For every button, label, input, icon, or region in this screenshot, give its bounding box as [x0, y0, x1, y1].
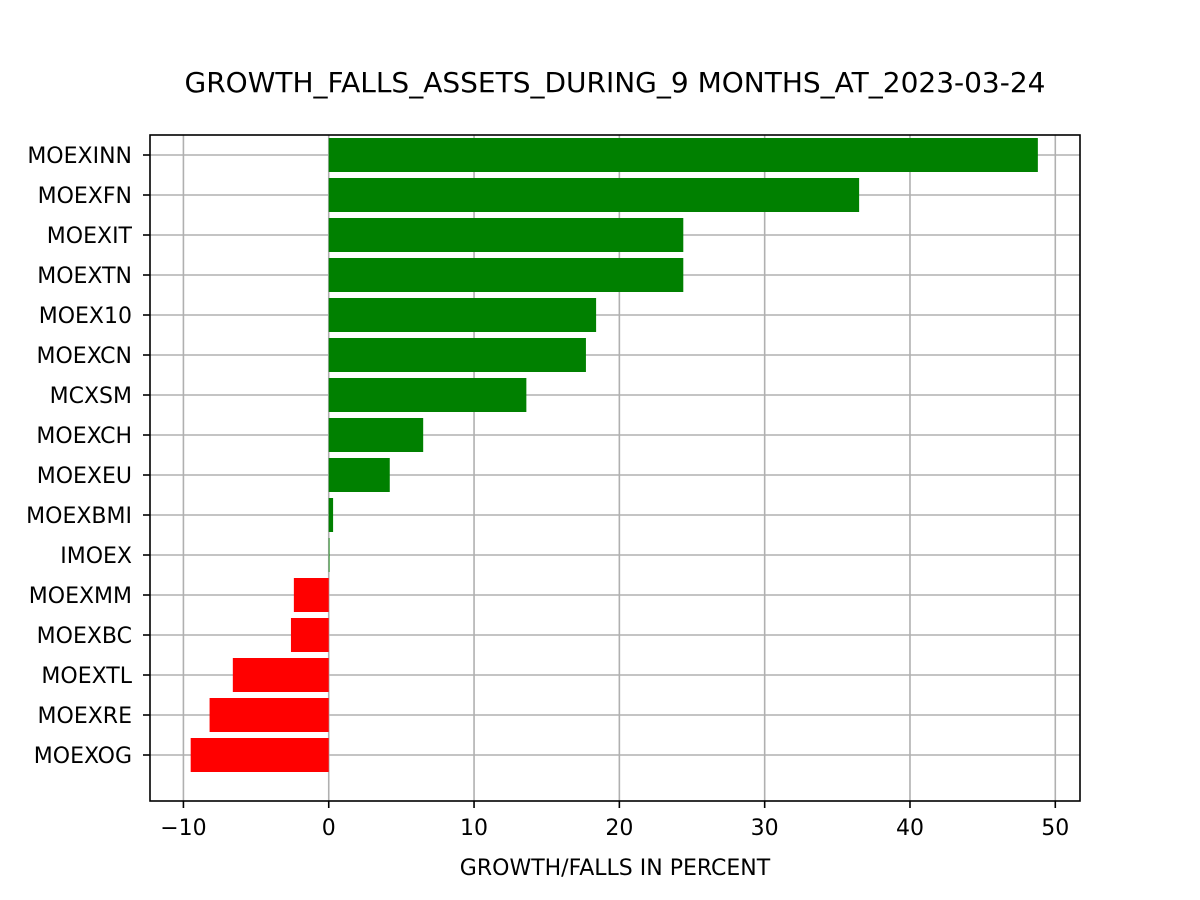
- bar-moex10: [328, 298, 597, 332]
- y-tick-label: MOEX10: [39, 304, 132, 329]
- bar-moextl: [232, 658, 329, 692]
- bar-moexeu: [328, 458, 390, 492]
- x-tick-label: 50: [1041, 816, 1069, 841]
- bar-moexcn: [328, 338, 586, 372]
- x-tick-label: 10: [460, 816, 488, 841]
- bar-moexbc: [290, 618, 329, 652]
- y-tick-label: MOEXEU: [37, 464, 132, 489]
- y-tick-label: MOEXIT: [47, 224, 133, 249]
- y-tick-label: MOEXINN: [27, 144, 132, 169]
- x-tick-label: 30: [751, 816, 779, 841]
- y-tick-label: MOEXBC: [37, 624, 132, 649]
- bar-moexbmi: [328, 498, 334, 532]
- y-tick-label: MOEXMM: [29, 584, 132, 609]
- y-tick-label: IMOEX: [60, 544, 132, 569]
- x-tick-label: 20: [605, 816, 633, 841]
- y-tick-label: MOEXCH: [36, 424, 132, 449]
- x-tick-label: −10: [160, 816, 206, 841]
- bars-layer: [190, 138, 1038, 772]
- bar-mcxsm: [328, 378, 527, 412]
- y-tick-label: MOEXBMI: [26, 504, 132, 529]
- y-tick-label: MOEXRE: [38, 704, 132, 729]
- bar-moexit: [328, 218, 684, 252]
- y-tick-label: MOEXTN: [37, 264, 132, 289]
- ticks-layer: −10 0 10 20 30 40 50 MOEXINN MOEXFN MOEXIT MOEXTN M…: [26, 144, 1069, 841]
- y-tick-label: MOEXOG: [34, 744, 132, 769]
- bar-moexch: [328, 418, 424, 452]
- bar-moexfn: [328, 178, 860, 212]
- y-tick-label: MOEXCN: [37, 344, 133, 369]
- x-axis-label: GROWTH/FALLS IN PERCENT: [460, 856, 771, 881]
- grid-layer: [150, 135, 1080, 801]
- bar-moextn: [328, 258, 684, 292]
- x-tick-label: 40: [896, 816, 924, 841]
- y-tick-label: MOEXTL: [41, 664, 132, 689]
- bar-imoex: [328, 538, 330, 572]
- bar-moexre: [209, 698, 329, 732]
- plot-frame: [149, 134, 1081, 802]
- bar-moexog: [190, 738, 329, 772]
- chart-title: GROWTH_FALLS_ASSETS_DURING_9 MONTHS_AT_2…: [185, 66, 1046, 99]
- bar-moexmm: [293, 578, 329, 612]
- y-tick-label: MCXSM: [50, 384, 132, 409]
- x-tick-label: 0: [322, 816, 336, 841]
- bar-moexinn: [328, 138, 1038, 172]
- y-tick-label: MOEXFN: [38, 184, 132, 209]
